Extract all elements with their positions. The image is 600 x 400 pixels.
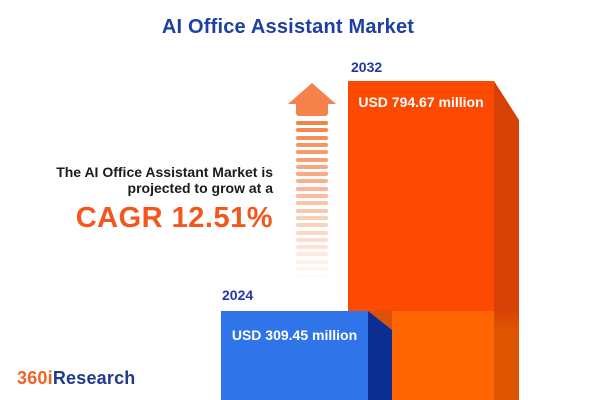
growth-text-line1: The AI Office Assistant Market is xyxy=(56,164,273,180)
growth-text-block: The AI Office Assistant Market is projec… xyxy=(30,164,273,235)
bar-2032-side xyxy=(494,81,519,400)
bar-2024-face xyxy=(221,311,368,400)
bar-2032-year-label: 2032 xyxy=(351,59,383,75)
company-logo: 360iResearch xyxy=(17,368,136,389)
logo-part-360i: 360i xyxy=(17,368,53,388)
arrow-stripes xyxy=(296,121,328,293)
logo-part-research: Research xyxy=(52,368,136,388)
growth-text-line2: projected to grow at a xyxy=(127,180,273,196)
cagr-value: CAGR 12.51% xyxy=(75,202,273,234)
growth-arrow-neck xyxy=(296,100,328,116)
bar-2024-year-label: 2024 xyxy=(222,287,254,303)
page-title: AI Office Assistant Market xyxy=(161,16,415,38)
bar-2032-value-label: USD 794.67 million xyxy=(358,94,484,110)
bar-2024-value-label: USD 309.45 million xyxy=(231,327,358,343)
